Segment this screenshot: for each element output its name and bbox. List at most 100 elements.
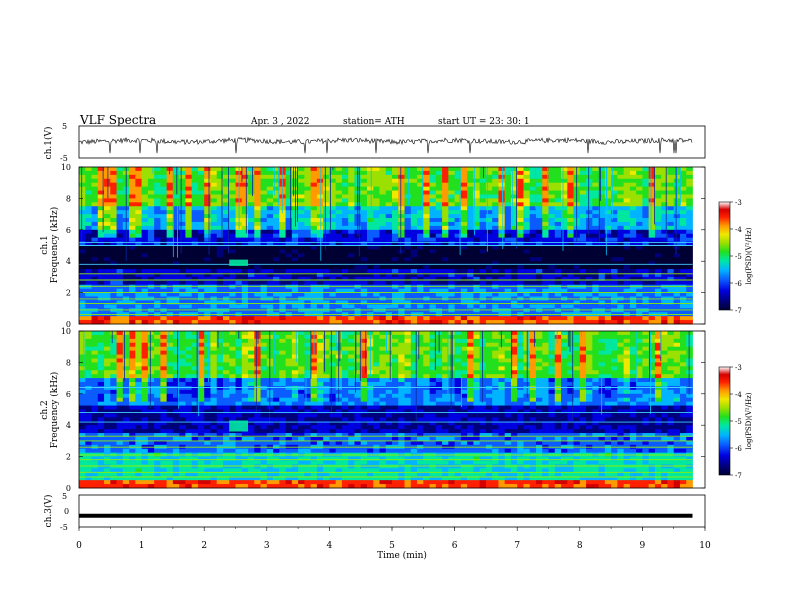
spec-cell	[648, 261, 656, 266]
spec-cell	[598, 174, 606, 180]
spec-cell	[254, 245, 261, 250]
spec-cell	[535, 354, 543, 359]
spec-cell	[523, 276, 531, 282]
spec-cell	[204, 190, 211, 195]
spec-cell	[197, 288, 205, 294]
spec-cell	[679, 198, 687, 203]
spec-cell	[479, 346, 487, 352]
spec-cell	[679, 338, 687, 344]
spec-cell	[429, 358, 437, 363]
spec-cell	[185, 178, 193, 184]
spec-cell	[129, 237, 136, 242]
spec-cell	[116, 316, 124, 321]
spec-cell	[598, 288, 606, 294]
spec-cell	[110, 366, 117, 371]
spec-cell	[467, 261, 474, 266]
spec-cell	[429, 241, 437, 246]
spec-cell	[523, 331, 531, 336]
spec-cell	[567, 214, 574, 219]
spec-cell	[429, 366, 437, 371]
spec-cell	[154, 320, 161, 325]
spec-cell	[542, 249, 549, 254]
spec-cell	[298, 362, 305, 367]
spec-cell	[611, 229, 618, 235]
spec-cell	[642, 272, 650, 278]
spec-cell	[179, 218, 186, 223]
spec-cell	[185, 292, 193, 297]
spec-cell	[97, 269, 105, 274]
spec-cell	[110, 198, 117, 203]
spec-cell	[592, 354, 599, 359]
spec-cell	[542, 194, 549, 199]
spec-cell	[141, 167, 149, 172]
spec-cell	[410, 350, 418, 355]
ch1-freq-label: Frequency (kHz)	[49, 207, 60, 284]
spec-cell	[254, 229, 261, 235]
spec-cell	[360, 288, 368, 294]
spec-cell	[348, 233, 355, 239]
spec-cell	[417, 233, 424, 239]
spec-cell	[248, 300, 255, 305]
spec-cell	[179, 280, 186, 286]
spec-cell	[642, 202, 650, 207]
spec-cell	[679, 221, 687, 227]
spec-cell	[654, 358, 662, 363]
spec-cell	[623, 210, 631, 215]
spec-cell	[191, 233, 199, 239]
spec-cell	[429, 257, 437, 262]
spec-cell	[567, 334, 574, 340]
spec-cell	[304, 206, 312, 211]
spec-cell	[260, 366, 268, 371]
spec-cell	[417, 237, 424, 242]
spec-cell	[686, 198, 693, 203]
spec-cell	[248, 350, 255, 355]
spec-cell	[473, 233, 481, 239]
spec-cell	[404, 288, 412, 294]
spec-cell	[110, 272, 117, 278]
spec-cell	[454, 202, 462, 207]
spec-cell	[91, 186, 99, 191]
spec-cell	[535, 198, 543, 203]
spec-cell	[316, 320, 324, 325]
spec-cell	[273, 221, 280, 227]
spec-cell	[504, 170, 512, 176]
spec-cell	[510, 288, 518, 294]
spec-cell	[460, 237, 468, 242]
spec-cell	[204, 225, 211, 231]
spec-cell	[266, 292, 274, 297]
spec-cell	[166, 342, 174, 348]
spec-cell	[417, 202, 424, 207]
spec-cell	[623, 265, 631, 270]
spec-cell	[623, 300, 631, 305]
spec-cell	[310, 316, 318, 321]
spec-cell	[592, 342, 599, 348]
spec-cell	[160, 225, 168, 231]
spec-cell	[260, 210, 268, 215]
spec-cell	[291, 257, 299, 262]
spec-cell	[373, 276, 380, 282]
spec-cell	[561, 346, 568, 352]
spec-cell	[104, 253, 111, 258]
spec-cell	[104, 198, 111, 203]
spec-cell	[611, 178, 618, 184]
spec-cell	[147, 366, 155, 371]
spec-cell	[179, 225, 186, 231]
spec-cell	[661, 198, 668, 203]
spec-cell	[573, 292, 581, 297]
spec-cell	[392, 276, 399, 282]
spec-cell	[604, 229, 612, 235]
spec-cell	[216, 202, 224, 207]
spec-cell	[235, 292, 243, 297]
spec-cell	[304, 237, 312, 242]
spec-cell	[97, 174, 105, 180]
spec-cell	[629, 354, 637, 359]
spec-cell	[417, 210, 424, 215]
spec-cell	[91, 225, 99, 231]
spec-cell	[460, 221, 468, 227]
spec-cell	[429, 280, 437, 286]
spec-cell	[260, 276, 268, 282]
spec-cell	[210, 265, 218, 270]
spec-cell	[573, 272, 581, 278]
spec-cell	[686, 272, 693, 278]
spec-cell	[166, 257, 174, 262]
